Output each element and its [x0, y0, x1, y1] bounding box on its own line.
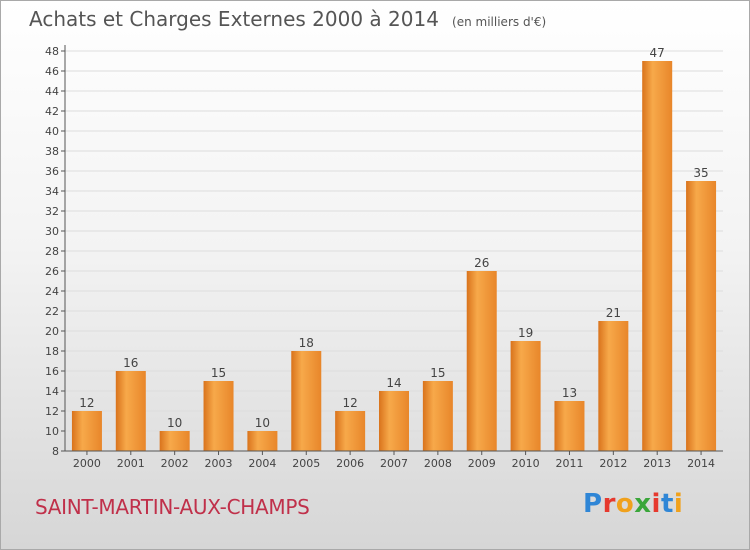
bar-value-label: 12: [79, 396, 94, 410]
y-tick-label: 8: [52, 445, 59, 458]
logo-letter: i: [673, 489, 684, 519]
x-tick-label: 2010: [512, 457, 540, 470]
bar-value-label: 15: [430, 366, 445, 380]
x-tick-label: 2003: [205, 457, 233, 470]
bar-value-label: 15: [211, 366, 226, 380]
logo-letter: r: [602, 489, 616, 519]
proxiti-logo[interactable]: Proxiti: [583, 489, 683, 519]
y-tick-label: 46: [45, 65, 59, 78]
chart-title: Achats et Charges Externes 2000 à 2014: [29, 7, 439, 31]
y-tick-label: 32: [45, 205, 59, 218]
y-tick-label: 34: [45, 185, 59, 198]
logo-letter: x: [634, 489, 652, 519]
bar-2000: [71, 411, 102, 451]
y-tick-label: 48: [45, 45, 59, 58]
bar-value-label: 16: [123, 356, 138, 370]
y-tick-label: 20: [45, 325, 59, 338]
y-tick-label: 14: [45, 385, 59, 398]
x-tick-label: 2008: [424, 457, 452, 470]
bar-value-label: 47: [650, 46, 665, 60]
y-tick-label: 38: [45, 145, 59, 158]
y-tick-label: 16: [45, 365, 59, 378]
bar-value-label: 10: [167, 416, 182, 430]
title-row: Achats et Charges Externes 2000 à 2014 (…: [29, 7, 546, 31]
y-tick-label: 22: [45, 305, 59, 318]
labels: 8 10 12 14 16 18 20 22 24 26 28 30 32 34 36 38 40 42 44 46 4…: [45, 45, 715, 470]
x-tick-label: 2007: [380, 457, 408, 470]
x-tick-label: 2005: [292, 457, 320, 470]
x-tick-label: 2006: [336, 457, 364, 470]
bar-value-label: 13: [562, 386, 577, 400]
y-tick-label: 36: [45, 165, 59, 178]
y-tick-label: 44: [45, 85, 59, 98]
bar-value-label: 35: [693, 166, 708, 180]
y-tick-label: 18: [45, 345, 59, 358]
y-tick-label: 10: [45, 425, 59, 438]
bar-2010: [510, 341, 541, 451]
bar-value-label: 26: [474, 256, 489, 270]
bar-2004: [247, 431, 278, 451]
y-tick-label: 24: [45, 285, 59, 298]
bar-value-label: 19: [518, 326, 533, 340]
x-tick-label: 2009: [468, 457, 496, 470]
logo-letter: t: [660, 489, 674, 519]
x-tick-label: 2000: [73, 457, 101, 470]
bar-2008: [422, 381, 453, 451]
bar-value-label: 18: [299, 336, 314, 350]
bar-2003: [203, 381, 234, 451]
bar-2006: [335, 411, 366, 451]
logo-letter: P: [583, 489, 603, 519]
bar-2002: [159, 431, 190, 451]
y-tick-label: 26: [45, 265, 59, 278]
y-tick-label: 40: [45, 125, 59, 138]
bar-2009: [466, 271, 497, 451]
logo-letter: i: [651, 489, 661, 519]
x-tick-label: 2001: [117, 457, 145, 470]
y-tick-label: 30: [45, 225, 59, 238]
bars: [71, 61, 717, 451]
x-tick-label: 2012: [599, 457, 627, 470]
place-name: SAINT-MARTIN-AUX-CHAMPS: [35, 495, 310, 519]
bar-value-label: 14: [386, 376, 401, 390]
axes: [61, 45, 723, 455]
bar-value-label: 10: [255, 416, 270, 430]
bar-value-label: 21: [606, 306, 621, 320]
bar-value-label: 12: [342, 396, 357, 410]
chart-unit-note: (en milliers d'€): [452, 15, 547, 29]
bar-2011: [554, 401, 585, 451]
x-tick-label: 2004: [248, 457, 276, 470]
y-tick-label: 42: [45, 105, 59, 118]
y-tick-label: 12: [45, 405, 59, 418]
x-tick-label: 2002: [161, 457, 189, 470]
bar-2012: [598, 321, 629, 451]
x-tick-label: 2014: [687, 457, 715, 470]
x-tick-label: 2013: [643, 457, 671, 470]
x-tick-label: 2011: [555, 457, 583, 470]
bar-2005: [291, 351, 322, 451]
logo-letter: o: [615, 489, 635, 519]
bar-2013: [642, 61, 673, 451]
y-tick-label: 28: [45, 245, 59, 258]
bar-2001: [115, 371, 146, 451]
bar-2007: [379, 391, 409, 451]
bar-2014: [686, 181, 717, 451]
